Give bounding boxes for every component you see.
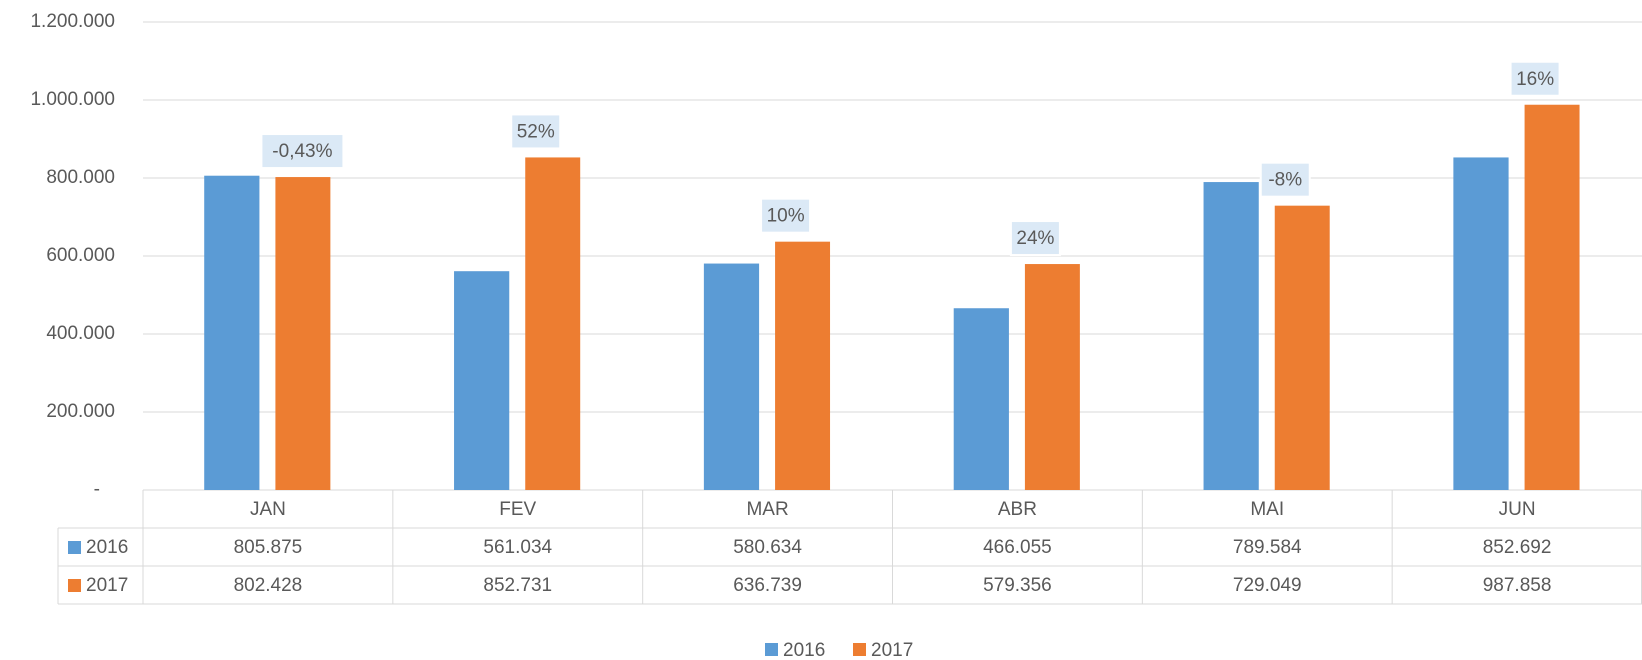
annotation: -0,43% [272,141,332,162]
table-cell: 580.634 [733,537,802,558]
x-tick-label: JAN [250,499,286,520]
table-cell: 636.739 [733,575,802,596]
annotation: 52% [517,121,555,142]
y-tick-label: 800.000 [46,167,115,188]
bar [1524,104,1580,490]
table-cell: 805.875 [234,537,303,558]
annotation: 24% [1016,228,1054,249]
table-cell: 852.731 [483,575,552,596]
bar [275,177,331,490]
y-tick-label: - [94,479,100,500]
table-cell: 987.858 [1483,575,1552,596]
table-cell: 579.356 [983,575,1052,596]
table-legend-key [68,541,81,554]
table-legend-key [68,579,81,592]
bar [454,271,510,490]
bar [1024,264,1080,490]
x-tick-label: ABR [998,499,1037,520]
annotation-box [1509,60,1561,97]
table-cell: 789.584 [1233,537,1302,558]
y-tick-label: 600.000 [46,245,115,266]
bar [525,157,581,490]
bar [1203,182,1259,490]
annotation-box [510,113,562,150]
y-tick-label: 400.000 [46,323,115,344]
annotation: 16% [1516,69,1554,90]
table-row-label: 2016 [86,537,128,558]
table-cell: 466.055 [983,537,1052,558]
table-cell: 729.049 [1233,575,1302,596]
bar [204,175,260,491]
y-tick-label: 1.000.000 [30,89,115,110]
legend-key [853,643,866,656]
x-tick-label: MAR [746,499,788,520]
annotation-box [1259,161,1311,198]
legend-key [765,643,778,656]
legend-label: 2017 [871,640,913,660]
bar [1453,157,1509,490]
x-tick-label: FEV [499,499,536,520]
annotation-box [260,133,345,170]
table-cell: 561.034 [483,537,552,558]
table-cell: 802.428 [234,575,303,596]
x-tick-label: JUN [1499,499,1536,520]
y-tick-label: 1.200.000 [30,11,115,32]
annotation: 10% [767,206,805,227]
legend-label: 2016 [783,640,825,660]
annotation-box [1009,220,1061,257]
table-row-label: 2017 [86,575,128,596]
x-tick-label: MAI [1250,499,1284,520]
bar [775,241,831,490]
annotation-box [760,197,812,234]
annotation: -8% [1268,170,1302,191]
bar [1274,205,1330,490]
bar [953,308,1009,490]
table-cell: 852.692 [1483,537,1552,558]
y-tick-label: 200.000 [46,401,115,422]
bar [703,263,760,490]
